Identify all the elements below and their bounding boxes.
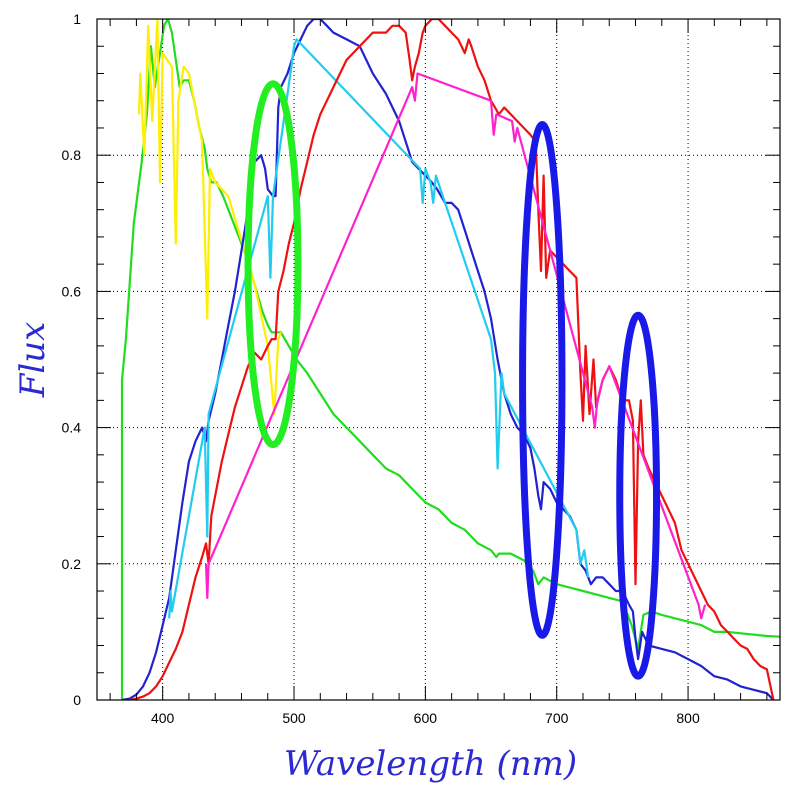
y-tick-label: 0.2 bbox=[62, 556, 82, 572]
series-line-2 bbox=[121, 19, 775, 700]
annotation-ellipse-1 bbox=[519, 121, 566, 639]
y-tick-label: 0.4 bbox=[62, 420, 82, 436]
y-tick-label: 0.6 bbox=[62, 283, 82, 299]
y-axis-title: Flux bbox=[13, 322, 53, 399]
y-tick-label: 0.8 bbox=[62, 147, 82, 163]
ticks: 400 500 600 700 800 0 0.2 0.4 0.6 0.8 1 bbox=[62, 11, 780, 726]
series-line-3 bbox=[168, 38, 590, 619]
x-tick-label: 700 bbox=[545, 710, 569, 726]
series-line-5 bbox=[204, 72, 707, 620]
series-group bbox=[120, 19, 780, 700]
annotation-group bbox=[244, 80, 661, 680]
annotation-ellipse-2 bbox=[616, 311, 661, 680]
grid bbox=[97, 19, 780, 700]
y-tick-label: 0 bbox=[73, 692, 81, 708]
x-tick-label: 400 bbox=[151, 710, 175, 726]
series-line-4 bbox=[129, 19, 775, 700]
x-tick-label: 800 bbox=[676, 710, 700, 726]
series-line-1 bbox=[137, 19, 282, 416]
plot-frame bbox=[96, 18, 781, 701]
x-axis-title: Wavelength (nm) bbox=[284, 744, 577, 784]
y-tick-label: 1 bbox=[73, 11, 81, 27]
x-tick-label: 500 bbox=[282, 710, 306, 726]
annotation-ellipse-0 bbox=[244, 80, 302, 449]
x-tick-label: 600 bbox=[414, 710, 438, 726]
